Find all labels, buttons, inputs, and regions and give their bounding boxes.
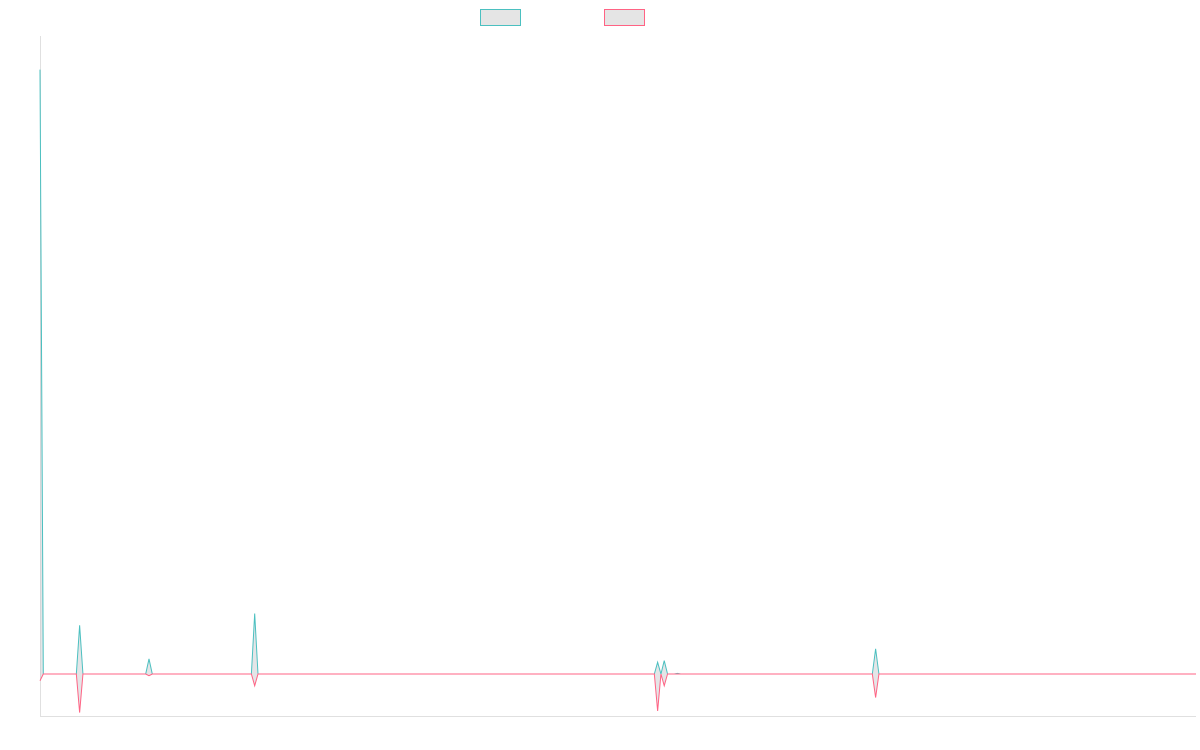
plot-area (39, 36, 1196, 717)
series-1-point[interactable] (39, 68, 42, 71)
series-1-point[interactable] (663, 659, 666, 662)
series-2-point[interactable] (39, 679, 42, 682)
series-2-area (40, 674, 1196, 713)
series-2-line (39, 673, 1196, 713)
series-1-point[interactable] (874, 647, 877, 650)
series-2-point[interactable] (874, 696, 877, 699)
series-1-line (39, 69, 1196, 676)
legend-item-series-1[interactable] (480, 9, 521, 26)
series-1-point[interactable] (253, 612, 256, 615)
series-1 (39, 68, 1196, 676)
series-layer (39, 68, 1196, 714)
series-2-point[interactable] (253, 684, 256, 687)
series-1-point[interactable] (656, 661, 659, 664)
series-1-point[interactable] (78, 624, 81, 627)
legend-swatch-series-2 (604, 9, 645, 26)
legend-item-series-2[interactable] (604, 9, 645, 26)
series-1-area (40, 69, 1196, 675)
legend-swatch-series-1 (480, 9, 521, 26)
series-2 (39, 673, 1196, 714)
series-2-point[interactable] (663, 684, 666, 687)
series-1-point[interactable] (147, 657, 150, 660)
series-2-point[interactable] (78, 711, 81, 714)
legend (480, 9, 645, 26)
series-2-point[interactable] (147, 674, 150, 677)
series-2-point[interactable] (656, 709, 659, 712)
